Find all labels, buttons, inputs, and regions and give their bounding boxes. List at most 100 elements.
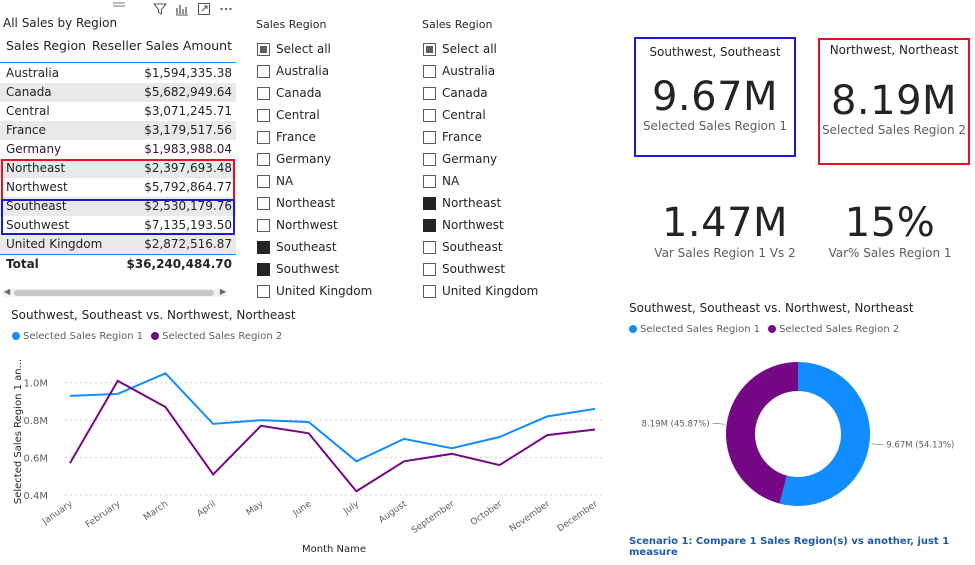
card-1-region-label: Southwest, Southeast (649, 45, 781, 59)
x-tick-label: May (245, 499, 267, 518)
checkbox[interactable] (257, 64, 270, 78)
checkbox[interactable] (257, 284, 270, 298)
series-line-region-1[interactable] (69, 372, 596, 463)
table-row[interactable]: Canada $5,682,949.64 (0, 83, 236, 102)
slicer2-item-central[interactable]: Central (422, 104, 572, 126)
focus-mode-icon[interactable] (197, 1, 211, 15)
slicer2-item-canada[interactable]: Canada (422, 82, 572, 104)
slicer2-item-france[interactable]: France (422, 126, 572, 148)
series-line-region-2[interactable] (69, 379, 596, 493)
slicer2-item-southwest[interactable]: Southwest (422, 258, 572, 280)
scroll-right-icon[interactable]: ▶ (219, 287, 226, 296)
slicer-item-label: Germany (442, 152, 498, 166)
table-row[interactable]: United Kingdom $2,872,516.87 (0, 235, 236, 254)
slicer-item-label: Southeast (276, 240, 337, 254)
slicer1-item-na[interactable]: NA (256, 170, 406, 192)
slicer1-item-germany[interactable]: Germany (256, 148, 406, 170)
checkbox[interactable] (423, 262, 436, 276)
slicer-item-label: Canada (442, 86, 488, 100)
horizontal-scrollbar[interactable]: ◀ ▶ (2, 287, 228, 297)
slicer1-item-southwest[interactable]: Southwest (256, 258, 406, 280)
checkbox[interactable] (257, 86, 270, 100)
checkbox[interactable] (257, 262, 270, 276)
checkbox[interactable] (423, 174, 436, 188)
legend-item-region-2[interactable]: Selected Sales Region 2 (151, 331, 282, 342)
checkbox[interactable] (423, 86, 436, 100)
scrollbar-thumb[interactable] (14, 290, 214, 296)
table-row[interactable]: Southwest $7,135,193.50 (0, 216, 236, 235)
slicer2-item-select-all[interactable]: Select all (422, 38, 572, 60)
checkbox[interactable] (423, 130, 436, 144)
slicer1-item-select-all[interactable]: Select all (256, 38, 406, 60)
slicer1-item-canada[interactable]: Canada (256, 82, 406, 104)
drill-icon[interactable] (175, 1, 189, 16)
table-row[interactable]: Central $3,071,245.71 (0, 102, 236, 121)
x-tick-label: November (508, 499, 552, 534)
slicer1-item-united-kingdom[interactable]: United Kingdom (256, 280, 406, 302)
checkbox[interactable] (423, 42, 436, 56)
x-tick-label: September (410, 499, 457, 536)
row-region: United Kingdom (6, 237, 103, 251)
checkbox[interactable] (257, 196, 270, 210)
slicer1-item-australia[interactable]: Australia (256, 60, 406, 82)
total-label: Total (6, 257, 39, 271)
slicer2-item-northeast[interactable]: Northeast (422, 192, 572, 214)
slicer-item-label: Canada (276, 86, 322, 100)
column-header-reseller-sales-amount[interactable]: Reseller Sales Amount (91, 38, 232, 53)
table-row[interactable]: Australia $1,594,335.38 (0, 64, 236, 83)
checkbox[interactable] (423, 240, 436, 254)
checkbox[interactable] (423, 108, 436, 122)
slicer1-item-northeast[interactable]: Northeast (256, 192, 406, 214)
donut-slice-region-2[interactable] (726, 362, 798, 504)
legend-item-region-1[interactable]: Selected Sales Region 1 (12, 331, 143, 342)
x-tick-label: February (84, 499, 123, 530)
slicer1-item-central[interactable]: Central (256, 104, 406, 126)
table-row[interactable]: Northeast $2,397,693.48 (0, 159, 236, 178)
slicer2-item-united-kingdom[interactable]: United Kingdom (422, 280, 572, 302)
scroll-left-icon[interactable]: ◀ (4, 287, 11, 296)
slicer1-item-france[interactable]: France (256, 126, 406, 148)
checkbox[interactable] (257, 240, 270, 254)
donut-legend-item-region-1[interactable]: Selected Sales Region 1 (629, 324, 760, 335)
slicer2-item-southeast[interactable]: Southeast (422, 236, 572, 258)
row-amount: $1,983,988.04 (144, 142, 232, 156)
column-header-sales-region[interactable]: Sales Region (6, 38, 87, 53)
table-row[interactable]: Northwest $5,792,864.77 (0, 178, 236, 197)
slicer-2-title: Sales Region (422, 18, 493, 31)
slicer2-item-na[interactable]: NA (422, 170, 572, 192)
more-options-icon[interactable] (219, 1, 233, 15)
x-tick-label: January (40, 499, 75, 528)
table-row[interactable]: Southeast $2,530,179.76 (0, 197, 236, 216)
checkbox[interactable] (423, 218, 436, 232)
filter-icon[interactable] (152, 1, 168, 15)
slicer1-item-southeast[interactable]: Southeast (256, 236, 406, 258)
table-header: Sales Region Reseller Sales Amount (0, 37, 236, 63)
checkbox[interactable] (257, 174, 270, 188)
card-var-sales-region: 1.47M Var Sales Region 1 Vs 2 (640, 200, 810, 260)
checkbox[interactable] (257, 152, 270, 166)
slicer1-item-northwest[interactable]: Northwest (256, 214, 406, 236)
x-tick-label: March (142, 499, 170, 523)
slicer-item-label: Southeast (442, 240, 503, 254)
donut-slice-region-1[interactable] (779, 362, 870, 506)
checkbox[interactable] (257, 130, 270, 144)
card-1-subtitle: Selected Sales Region 1 (642, 119, 788, 133)
slicer-item-label: Select all (442, 42, 497, 56)
slicer2-item-germany[interactable]: Germany (422, 148, 572, 170)
donut-legend-item-region-2[interactable]: Selected Sales Region 2 (768, 324, 899, 335)
checkbox[interactable] (423, 152, 436, 166)
slicer2-item-northwest[interactable]: Northwest (422, 214, 572, 236)
table-row[interactable]: Germany $1,983,988.04 (0, 140, 236, 159)
checkbox[interactable] (423, 284, 436, 298)
checkbox[interactable] (423, 64, 436, 78)
checkbox[interactable] (257, 42, 270, 56)
checkbox[interactable] (423, 196, 436, 210)
checkbox[interactable] (257, 218, 270, 232)
line-chart-visual: Southwest, Southeast vs. Northwest, Nort… (0, 300, 615, 565)
table-row[interactable]: France $3,179,517.56 (0, 121, 236, 140)
slicer2-item-australia[interactable]: Australia (422, 60, 572, 82)
x-axis-label: Month Name (302, 544, 366, 555)
x-tick-label: April (195, 499, 218, 519)
drag-grip-icon[interactable] (112, 2, 126, 8)
checkbox[interactable] (257, 108, 270, 122)
